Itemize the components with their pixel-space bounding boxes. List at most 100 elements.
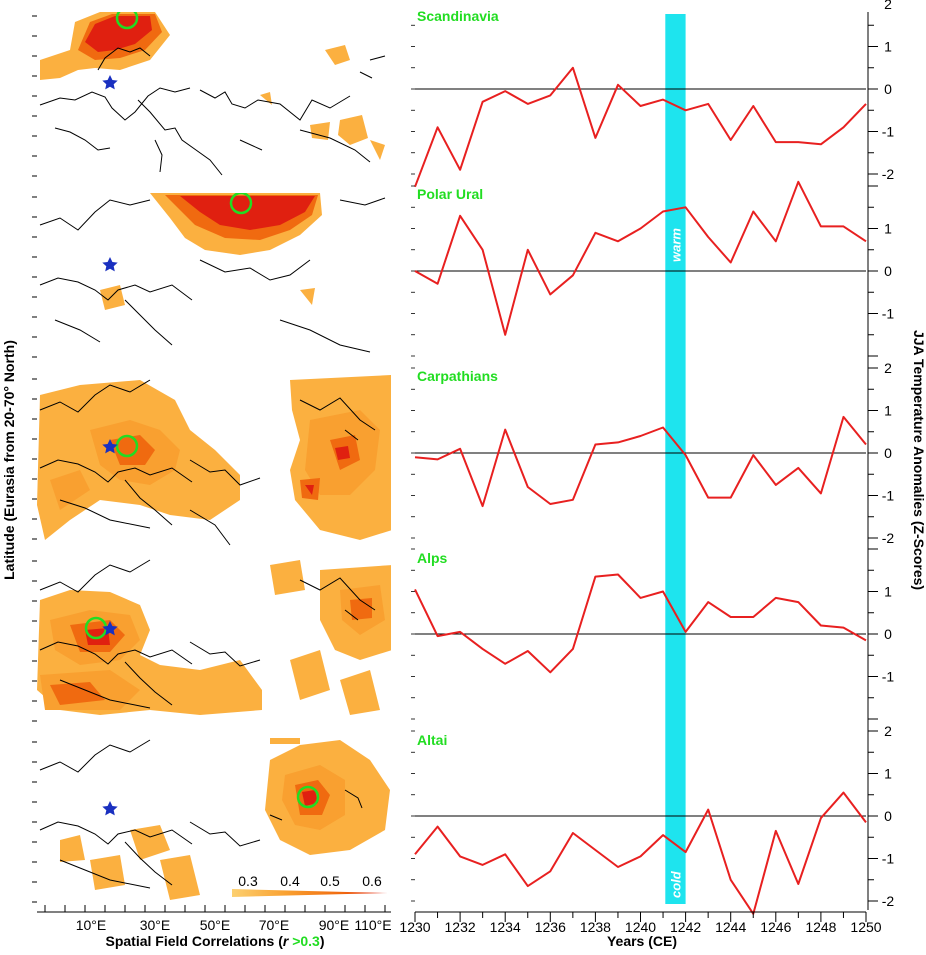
y-tick-label: 0	[884, 808, 892, 824]
y-tick-label: 0	[884, 263, 892, 279]
spatial-correlation-maps: 0.3 0.4 0.5 0.6 10°E 30°E 50°E 70°E 90°E 110°E S…	[1, 12, 392, 949]
coastline	[39, 559, 376, 709]
colorbar-tick-label: 0.5	[320, 873, 340, 889]
panel-scandinavia: 2 1 0 -1 -2 Scandinavia	[411, 0, 895, 188]
coastline	[39, 197, 386, 353]
panel-title: Scandinavia	[417, 8, 499, 24]
x-tick-label: 1246	[760, 919, 791, 935]
highlight-band	[665, 14, 686, 904]
coastline	[39, 379, 376, 546]
correlation-field	[305, 446, 350, 495]
series-line-altai	[414, 791, 867, 915]
x-tick-label: 1248	[805, 919, 836, 935]
map-xlabel: Spatial Field Correlations (r >0.3)	[105, 933, 324, 949]
x-tick-label: 1234	[490, 919, 521, 935]
correlation-field	[37, 560, 391, 715]
colorbar-gradient	[232, 889, 388, 897]
lon-tick-label: 30°E	[140, 917, 171, 933]
map-ylabel: Latitude (Eurasia from 20-70° North)	[1, 340, 17, 580]
time-series-panels: warm cold 2 1 0 -1 -2 Scandinavia 1 0 -1 Polar Ur…	[399, 0, 926, 949]
y-tick-label: 2	[884, 360, 892, 376]
correlation-field	[260, 45, 385, 160]
y-tick-label: 1	[884, 403, 892, 419]
panel-title: Carpathians	[417, 368, 498, 384]
y-tick-label: -1	[882, 669, 895, 685]
coastline	[39, 47, 386, 176]
x-tick-label: 1242	[670, 919, 701, 935]
y-tick-label: -1	[882, 851, 895, 867]
y-tick-label: -1	[882, 124, 895, 140]
y-tick-label: 2	[884, 0, 892, 12]
series-line-carpathians	[414, 415, 867, 508]
panel-title: Altai	[417, 732, 447, 748]
y-tick-label: 1	[884, 584, 892, 600]
reference-site-star	[102, 801, 118, 816]
colorbar-tick-label: 0.6	[362, 873, 382, 889]
x-tick-label: 1236	[535, 919, 566, 935]
map-polar-ural	[39, 193, 386, 353]
lon-tick-label: 50°E	[200, 917, 231, 933]
panel-alps: 1 0 -1 Alps	[411, 546, 894, 728]
lon-tick-label: 10°E	[76, 917, 107, 933]
reference-site-star	[102, 75, 118, 90]
series-line-alps	[414, 573, 867, 674]
coastline	[39, 739, 363, 889]
ts-ylabel: JJA Temperature Anomalies (Z-Scores)	[911, 330, 926, 590]
y-tick-label: 1	[884, 39, 892, 55]
ts-xlabel: Years (CE)	[607, 933, 677, 949]
site-circle	[296, 785, 320, 809]
y-tick-label: 2	[884, 723, 892, 739]
y-tick-label: 1	[884, 766, 892, 782]
x-axis: 1230 1232 1234 1236 1238 1240 1242 1244 1246 1248…	[399, 911, 882, 935]
y-tick-label: -1	[882, 488, 895, 504]
panel-altai: 2 1 0 -1 -2 Altai	[411, 723, 895, 915]
colorbar: 0.3 0.4 0.5 0.6	[232, 873, 388, 897]
map-scandinavia	[39, 12, 386, 176]
site-circle	[115, 12, 139, 30]
lon-tick-label: 70°E	[259, 917, 290, 933]
reference-site-star	[102, 621, 118, 636]
correlation-field	[180, 196, 315, 230]
site-circle	[229, 193, 253, 215]
longitude-tick-labels: 10°E 30°E 50°E 70°E 90°E 110°E	[76, 917, 392, 933]
x-tick-label: 1232	[445, 919, 476, 935]
series-line-polar-ural	[414, 180, 867, 336]
map-altai	[39, 738, 390, 900]
y-tick-label: 0	[884, 445, 892, 461]
colorbar-tick-label: 0.4	[280, 873, 300, 889]
y-tick-label: -2	[882, 893, 895, 909]
reference-site-star	[102, 439, 118, 454]
series-line-scandinavia	[414, 66, 867, 188]
correlation-field	[50, 410, 380, 510]
x-tick-label: 1244	[715, 919, 746, 935]
correlation-field	[60, 738, 390, 900]
map-frame-ticks	[32, 15, 391, 913]
reference-site-star	[102, 257, 118, 272]
band-label-cold: cold	[668, 870, 683, 898]
correlation-field	[37, 375, 391, 540]
panel-carpathians: 2 1 0 -1 -2 Carpathians	[411, 360, 894, 546]
y-tick-label: 0	[884, 81, 892, 97]
x-tick-label: 1240	[625, 919, 656, 935]
correlation-field	[302, 790, 318, 806]
colorbar-tick-label: 0.3	[238, 873, 258, 889]
band-label-warm: warm	[668, 228, 683, 262]
panel-title: Alps	[417, 550, 448, 566]
y-tick-label: -2	[882, 166, 895, 182]
x-tick-label: 1238	[580, 919, 611, 935]
x-tick-label: 1250	[850, 919, 881, 935]
site-circle	[115, 434, 139, 458]
map-carpathians	[37, 375, 391, 546]
panel-polar-ural: 1 0 -1 Polar Ural	[411, 180, 895, 364]
lon-tick-label: 90°E	[319, 917, 350, 933]
y-tick-label: 0	[884, 626, 892, 642]
x-tick-label: 1230	[399, 919, 430, 935]
lon-tick-label: 110°E	[354, 917, 391, 933]
y-tick-label: -1	[882, 306, 895, 322]
y-tick-label: -2	[882, 530, 895, 546]
correlation-field	[40, 585, 385, 710]
correlation-field	[50, 598, 372, 705]
panel-title: Polar Ural	[417, 186, 483, 202]
y-tick-label: 1	[884, 221, 892, 237]
map-alps	[37, 559, 391, 715]
